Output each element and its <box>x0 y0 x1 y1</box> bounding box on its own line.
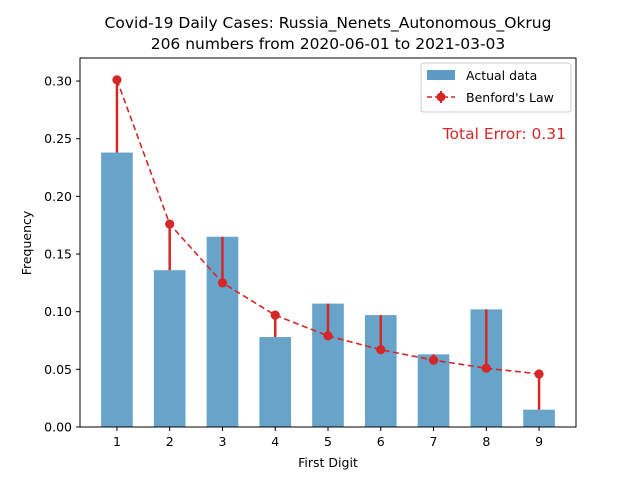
x-tick-label-7: 7 <box>430 434 438 449</box>
benford-point-digit-5 <box>323 331 333 341</box>
x-axis-label: First Digit <box>298 455 358 470</box>
benford-point-digit-1 <box>112 75 122 85</box>
y-tick-label-0.10: 0.10 <box>44 304 72 319</box>
x-tick-label-9: 9 <box>535 434 543 449</box>
benford-point-digit-8 <box>481 363 491 373</box>
y-tick-label-0.30: 0.30 <box>44 74 72 89</box>
y-tick-label-0.05: 0.05 <box>44 362 72 377</box>
x-tick-label-6: 6 <box>377 434 385 449</box>
legend-label-benford: Benford's Law <box>466 90 554 105</box>
x-tick-label-2: 2 <box>166 434 174 449</box>
bar-digit-4 <box>259 337 292 427</box>
legend-bar-swatch <box>427 70 455 80</box>
x-tick-label-4: 4 <box>271 434 279 449</box>
y-tick-label-0.20: 0.20 <box>44 189 72 204</box>
total-error-annotation: Total Error: 0.31 <box>442 125 566 143</box>
bar-digit-9 <box>523 409 555 427</box>
y-tick-label-0.25: 0.25 <box>44 131 72 146</box>
benford-point-digit-2 <box>165 219 175 229</box>
x-tick-label-3: 3 <box>218 434 226 449</box>
x-tick-label-5: 5 <box>324 434 332 449</box>
benford-line <box>116 79 540 375</box>
benford-point-digit-9 <box>534 369 544 379</box>
y-tick-label-0.15: 0.15 <box>44 247 72 262</box>
legend-marker-swatch <box>436 92 446 102</box>
benford-point-digit-4 <box>270 310 280 320</box>
legend: Actual data Benford's Law <box>420 62 572 113</box>
benford-point-digit-6 <box>376 345 386 355</box>
x-tick-label-8: 8 <box>482 434 490 449</box>
legend-label-actual: Actual data <box>466 68 537 83</box>
benford-point-digit-7 <box>428 355 439 365</box>
bar-digit-7 <box>417 354 450 427</box>
chart-subtitle: 206 numbers from 2020-06-01 to 2021-03-0… <box>151 35 506 53</box>
y-axis-label: Frequency <box>19 210 34 275</box>
x-axis-ticks: 1 2 3 4 5 6 7 8 9 <box>113 427 543 449</box>
bar-digit-2 <box>153 270 186 427</box>
legend-box <box>420 62 572 113</box>
chart-title: Covid-19 Daily Cases: Russia_Nenets_Auto… <box>105 14 552 33</box>
y-tick-label-0.00: 0.00 <box>44 420 72 435</box>
y-axis-ticks: 0.00 0.05 0.10 0.15 0.20 0.25 0.30 <box>44 74 80 435</box>
bar-digit-1 <box>101 152 133 427</box>
benford-point-digit-3 <box>217 278 228 288</box>
x-tick-label-1: 1 <box>113 434 121 449</box>
error-lines-layer <box>115 79 541 410</box>
benford-line-layer <box>112 75 544 379</box>
